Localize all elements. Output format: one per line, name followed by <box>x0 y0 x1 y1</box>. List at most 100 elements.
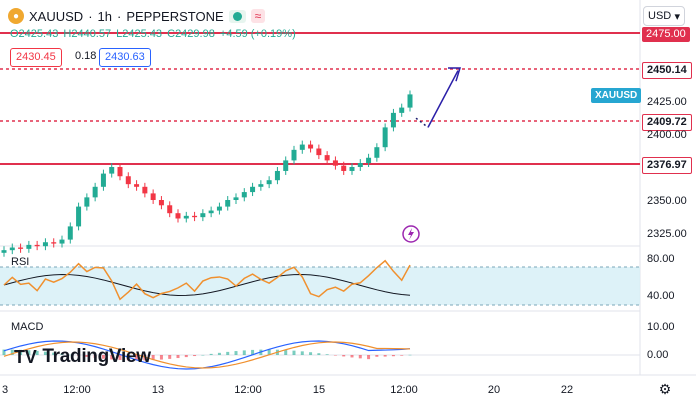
time-axis-label: 13 <box>151 384 165 396</box>
candle-body <box>266 180 272 185</box>
spread-value: 0.18 <box>75 50 97 62</box>
gold-coin-icon: ● <box>8 8 24 24</box>
macd-histogram-bar <box>151 355 155 361</box>
price-axis-label: 2350.00 <box>647 195 687 207</box>
macd-histogram-bar <box>159 355 163 360</box>
macd-histogram-bar <box>68 354 72 356</box>
candle-body <box>357 163 363 167</box>
macd-histogram-bar <box>325 354 329 355</box>
symbol-header[interactable]: ● XAUUSD · 1h · PEPPERSTONE ≈ <box>8 8 266 24</box>
candle-body <box>291 149 297 161</box>
candle-body <box>67 226 73 240</box>
macd-histogram-bar <box>383 355 387 357</box>
rsi-pane-label[interactable]: RSI <box>11 256 30 268</box>
time-axis-label: 3 <box>1 384 9 396</box>
macd-histogram-bar <box>292 350 296 355</box>
macd-axis-label: 10.00 <box>647 321 675 333</box>
separator-dot: · <box>117 8 122 24</box>
buy-price-button[interactable]: 2430.63 <box>99 48 151 67</box>
candle-body <box>332 160 338 166</box>
macd-histogram-bar <box>350 355 354 358</box>
ohlc-change: +4.59 (+0.19%) <box>219 28 296 40</box>
time-axis-label: 22 <box>560 384 574 396</box>
broker-name: PEPPERSTONE <box>126 8 224 24</box>
macd-histogram-bar <box>209 353 213 355</box>
candle-body <box>258 184 264 187</box>
candle-body <box>59 239 65 244</box>
candle-body <box>76 206 82 227</box>
currency-selector[interactable]: USD ▾ <box>643 6 685 26</box>
candle-body <box>34 244 40 247</box>
candle-body <box>26 244 32 249</box>
rsi-axis-label: 40.00 <box>647 290 675 302</box>
candle-body <box>407 94 413 108</box>
macd-histogram-bar <box>201 354 205 356</box>
settings-gear-icon[interactable]: ⚙ <box>658 380 672 397</box>
candle-body <box>175 213 181 219</box>
symbol-name: XAUUSD <box>29 8 84 24</box>
candle-body <box>233 197 239 200</box>
macd-pane-label[interactable]: MACD <box>11 321 44 333</box>
market-open-indicator[interactable] <box>228 9 246 23</box>
macd-histogram-bar <box>77 355 81 356</box>
candle-body <box>125 176 131 185</box>
macd-histogram-bar <box>93 355 97 358</box>
candle-body <box>399 107 405 113</box>
price-tag-current: 2409.72 <box>642 114 692 131</box>
macd-histogram-bar <box>342 355 346 357</box>
macd-histogram-bar <box>400 355 404 356</box>
tradingview-logo[interactable]: TV TradingView <box>14 346 151 368</box>
candle-body <box>109 167 115 174</box>
time-axis-label: 12:00 <box>63 384 91 396</box>
macd-histogram-bar <box>375 355 379 357</box>
candle-body <box>134 184 140 187</box>
ohlc-open: O2425.43 <box>10 28 59 40</box>
candle-body <box>382 127 388 148</box>
candle-body <box>158 200 164 206</box>
projection-arrow <box>427 70 459 128</box>
wave-toggle-icon[interactable]: ≈ <box>250 9 266 23</box>
macd-histogram-bar <box>118 355 122 360</box>
price-axis-label: 2425.00 <box>647 96 687 108</box>
projection-arrowhead <box>448 67 462 82</box>
status-dot-icon <box>232 11 242 21</box>
price-axis-label: 2325.00 <box>647 228 687 240</box>
sell-price-button[interactable]: 2430.45 <box>10 48 62 67</box>
candle-body <box>274 170 280 181</box>
rsi-band <box>0 267 640 305</box>
candle-body <box>308 144 314 149</box>
currency-label: USD <box>648 10 672 22</box>
tradingview-mark-icon: TV <box>14 346 37 367</box>
ohlc-readout: O2425.43 H2440.57 L2425.43 C2429.98 +4.5… <box>10 28 298 40</box>
macd-histogram-bar <box>10 349 14 355</box>
candle-body <box>167 205 173 214</box>
lightning-icon <box>402 225 420 243</box>
macd-histogram-bar <box>19 349 23 355</box>
candle-body <box>225 200 231 207</box>
candle-body <box>100 173 106 187</box>
rsi-ma-line <box>3 274 411 296</box>
time-axis-label: 12:00 <box>390 384 418 396</box>
candle-body <box>51 242 57 244</box>
macd-histogram-bar <box>143 355 147 361</box>
candle-body <box>374 147 380 158</box>
time-axis-label: 15 <box>312 384 326 396</box>
macd-histogram-bar <box>408 354 412 356</box>
macd-histogram-bar <box>251 349 255 355</box>
macd-histogram-bar <box>242 350 246 355</box>
candle-body <box>183 215 189 219</box>
ohlc-low: L2425.43 <box>116 28 163 40</box>
candle-body <box>142 186 148 194</box>
macd-histogram-bar <box>226 351 230 355</box>
candle-body <box>241 192 247 198</box>
tradingview-wordmark: TradingView <box>42 346 151 367</box>
macd-histogram-bar <box>284 350 288 355</box>
chevron-down-icon: ▾ <box>674 10 680 23</box>
candle-body <box>117 167 123 177</box>
macd-histogram-bar <box>391 355 395 357</box>
macd-histogram-bar <box>267 349 271 355</box>
macd-histogram-bar <box>85 355 89 357</box>
macd-histogram-bar <box>60 353 64 355</box>
